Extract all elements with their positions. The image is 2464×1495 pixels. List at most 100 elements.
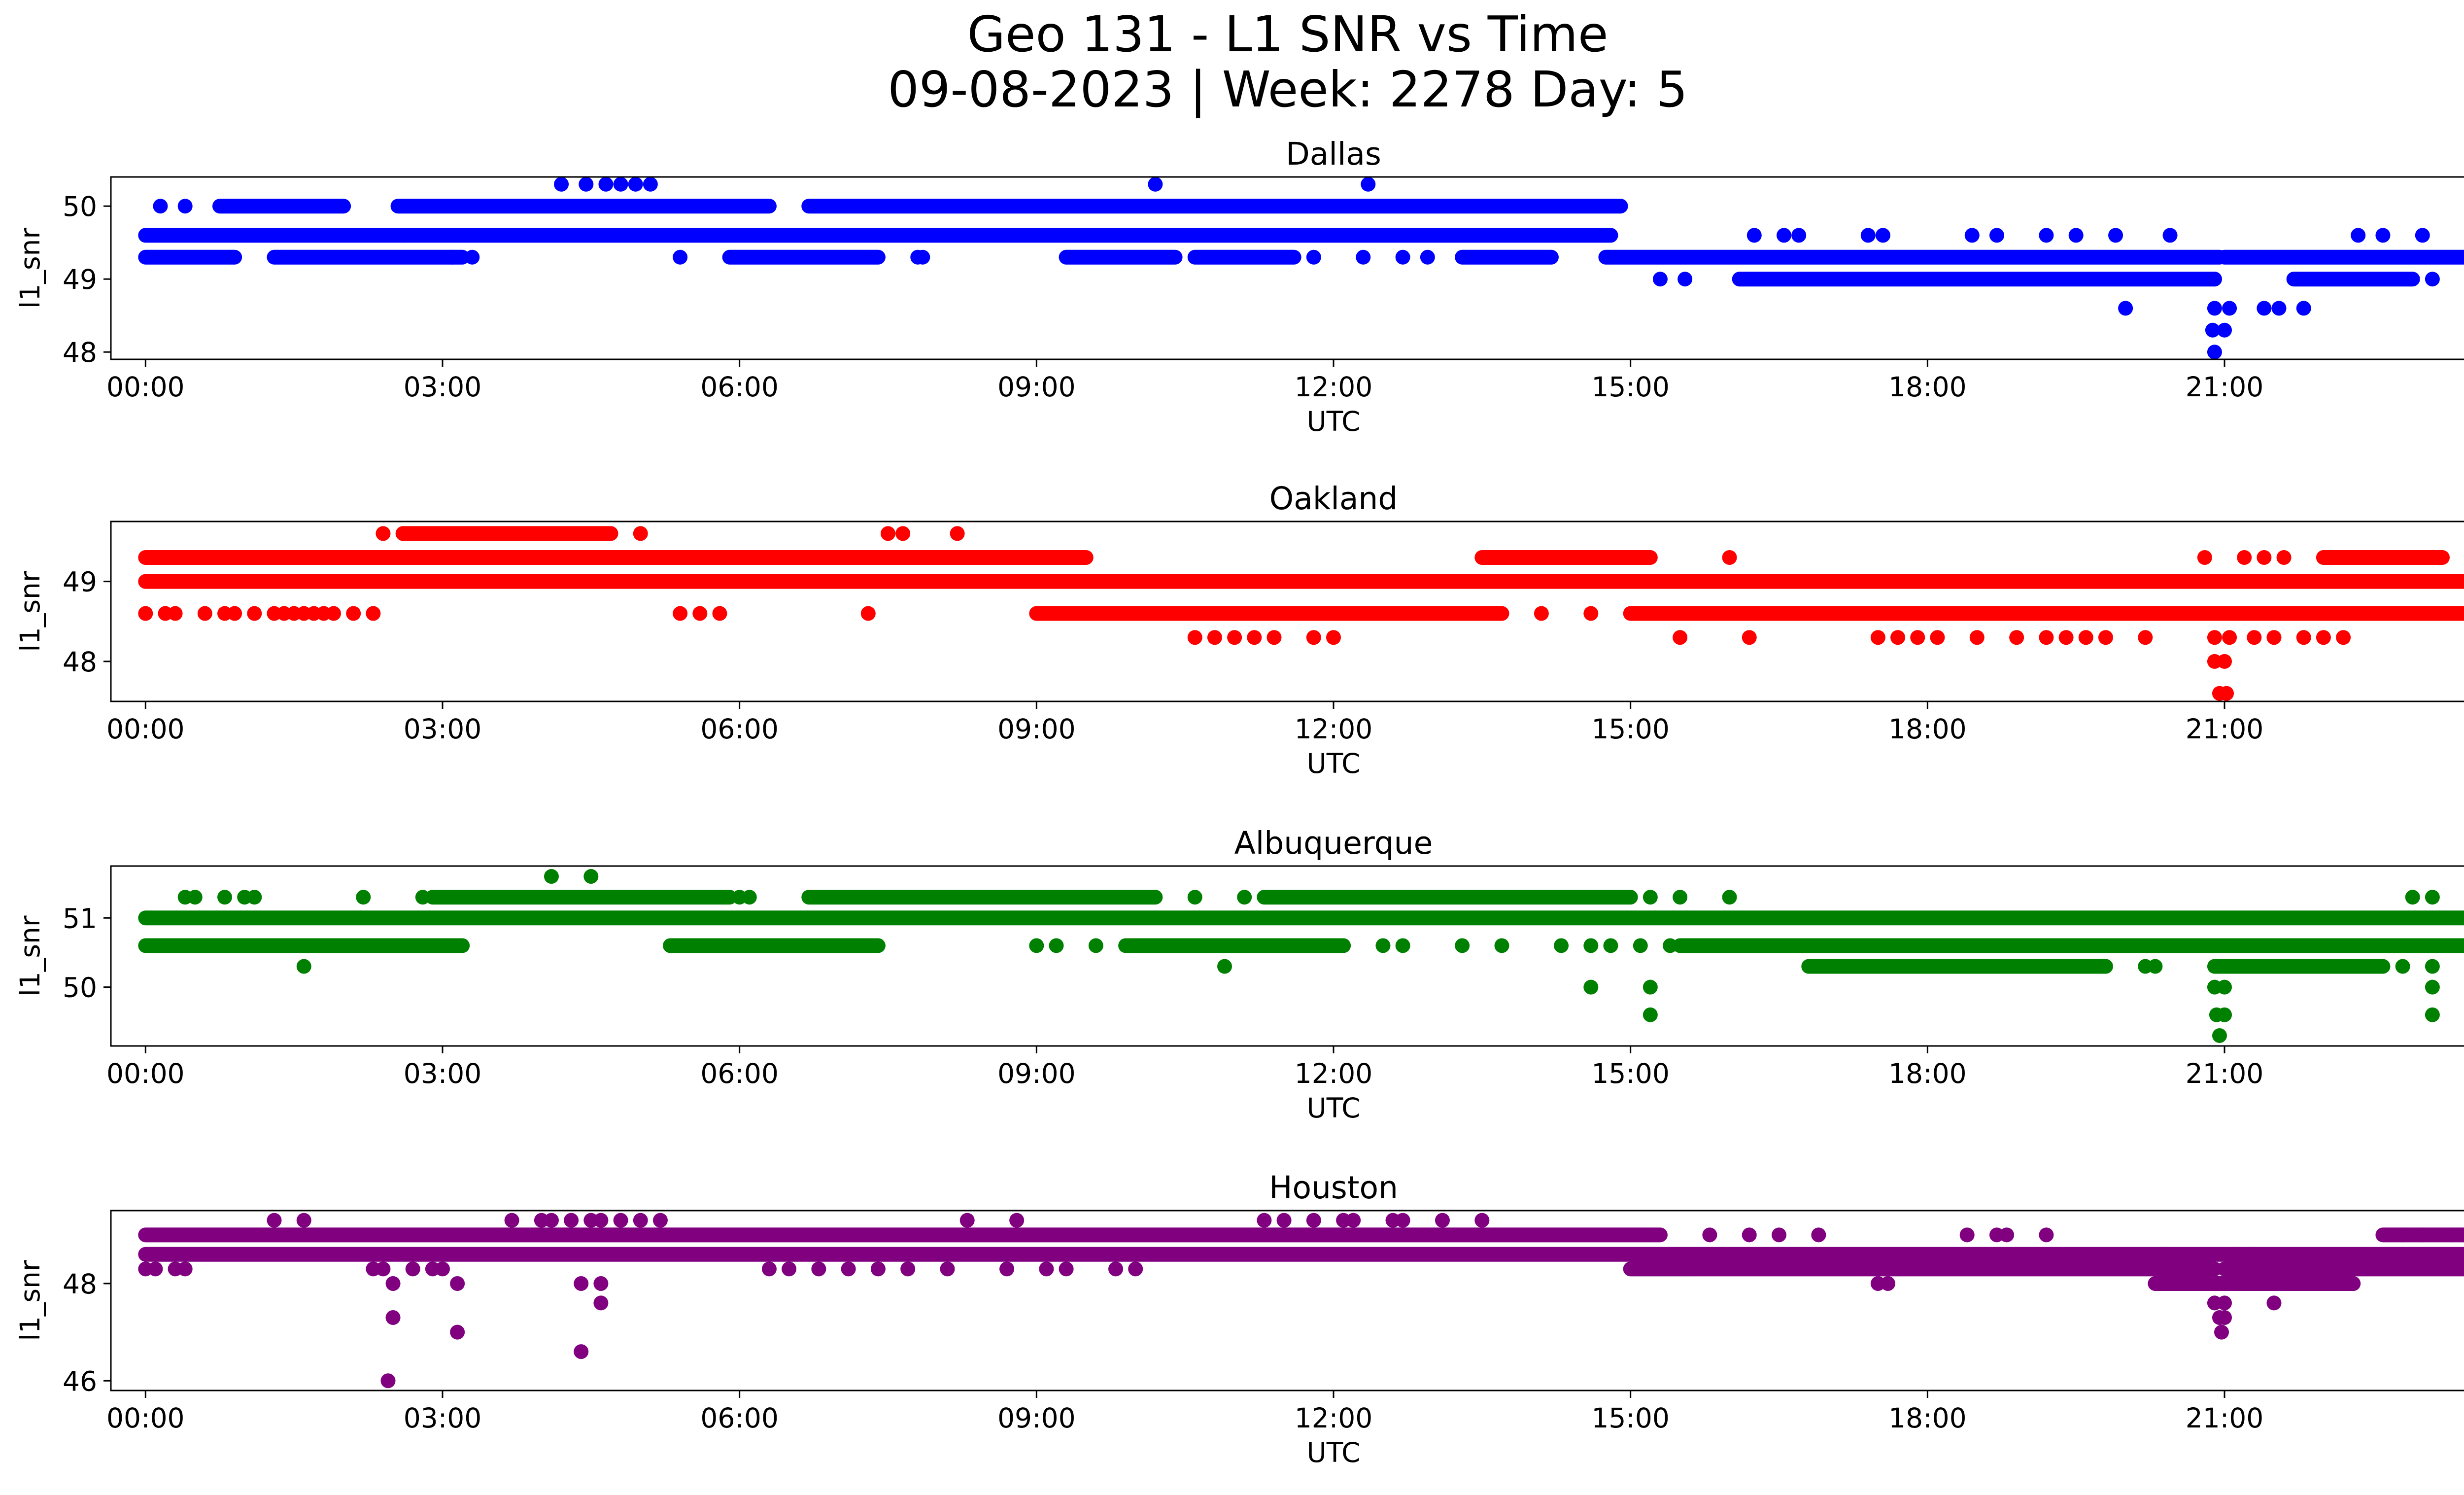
panel-4-xtick-label: 06:00 — [700, 1402, 779, 1434]
panel-4-xtick-label: 09:00 — [997, 1402, 1076, 1434]
panel-1-point-3 — [445, 249, 460, 265]
panel-2-point-58 — [2316, 630, 2331, 645]
panel-4-point-31 — [811, 1261, 826, 1277]
panel-4-point-10 — [435, 1261, 450, 1277]
panel-4-point-3 — [177, 1261, 193, 1277]
panel-1-ylabel: l1_snr — [14, 228, 46, 309]
panel-3-point-42 — [2425, 979, 2440, 995]
panel-2-point-29 — [1266, 630, 1282, 645]
panel-2-point-34 — [1673, 630, 1688, 645]
panel-2-ytick-label: 48 — [63, 646, 97, 678]
panel-3-point-17 — [1029, 938, 1044, 953]
panel-3-point-16 — [1722, 890, 1737, 905]
panel-2-point-18 — [880, 526, 895, 541]
panel-2-point-46 — [2098, 630, 2113, 645]
panel-1-point-22 — [1746, 228, 1762, 243]
panel-4-point-45 — [1306, 1213, 1321, 1228]
panel-4-point-30 — [782, 1261, 797, 1277]
panel-4-point-61 — [2039, 1227, 2054, 1243]
panel-4-xtick-label: 15:00 — [1591, 1402, 1670, 1434]
panel-1-point-33 — [2207, 272, 2222, 287]
panel-3-point-14 — [1643, 890, 1658, 905]
panel-4-point-63 — [2167, 1261, 2183, 1277]
panel-4-point-18 — [544, 1213, 559, 1228]
panel-1-point-9 — [613, 177, 628, 192]
panel-4-point-55 — [1811, 1227, 1826, 1243]
panel-4-point-57 — [1880, 1276, 1895, 1291]
panel-2-point-45 — [2078, 630, 2093, 645]
panel-2-point-30 — [1306, 630, 1321, 645]
panel-4-point-4 — [267, 1213, 282, 1228]
panel-4-point-35 — [940, 1261, 955, 1277]
panel-3-point-2 — [217, 890, 233, 905]
panel-1-point-13 — [915, 249, 930, 265]
panel-3-point-24 — [1494, 938, 1509, 953]
panel-3-point-6 — [415, 890, 430, 905]
panel-4-point-16 — [504, 1213, 519, 1228]
figure-subtitle: 09-08-2023 | Week: 2278 Day: 5 — [888, 61, 1688, 118]
panel-4-point-71 — [2346, 1276, 2361, 1291]
panel-2-point-36 — [1742, 630, 1757, 645]
panel-1-xtick-label: 03:00 — [404, 371, 482, 403]
panel-3-point-45 — [2425, 890, 2440, 905]
panel-2-point-22 — [692, 606, 708, 621]
panel-4-point-67 — [2217, 1310, 2232, 1325]
panel-3-point-38 — [2217, 979, 2232, 995]
panel-4-point-26 — [593, 1276, 609, 1291]
panel-1-point-48 — [2415, 228, 2430, 243]
panel-3-point-29 — [1663, 938, 1678, 953]
panel-3-point-34 — [2148, 959, 2163, 974]
panel-3-xtick-label: 18:00 — [1888, 1058, 1967, 1089]
panel-2-point-39 — [1910, 630, 1925, 645]
panel-3-xtick-label: 03:00 — [404, 1058, 482, 1089]
panel-4-point-29 — [761, 1261, 777, 1277]
panel-3-point-35 — [2395, 959, 2410, 974]
panel-4-point-22 — [613, 1213, 628, 1228]
panel-4-point-51 — [1474, 1213, 1490, 1228]
panel-3-xtick-label: 12:00 — [1295, 1058, 1373, 1089]
panel-1-point-28 — [1989, 228, 2004, 243]
panel-2-point-17 — [633, 526, 648, 541]
panel-1-title: Dallas — [1286, 136, 1381, 172]
panel-3-ytick-label: 51 — [63, 903, 97, 934]
panel-4-point-52 — [1702, 1227, 1717, 1243]
panel-4-point-14 — [450, 1276, 465, 1291]
panel-3-point-13 — [1237, 890, 1252, 905]
panel-1-point-37 — [2118, 301, 2133, 316]
panel-2-point-50 — [2257, 550, 2272, 565]
panel-4-xtick-label: 12:00 — [1295, 1402, 1373, 1434]
panel-4-point-72 — [2395, 1227, 2410, 1243]
panel-1-ytick-label: 50 — [63, 191, 97, 222]
panel-4-point-11 — [385, 1276, 401, 1291]
panel-3-point-11 — [742, 890, 757, 905]
panel-1-point-18 — [1395, 249, 1410, 265]
panel-2-xtick-label: 21:00 — [2186, 713, 2264, 745]
panel-1-point-11 — [643, 177, 658, 192]
panel-4-point-44 — [1276, 1213, 1292, 1228]
panel-2-ytick-label: 49 — [63, 566, 97, 598]
panel-4-point-60 — [1999, 1227, 2015, 1243]
panel-4-title: Houston — [1269, 1170, 1398, 1206]
panel-2-point-23 — [712, 606, 727, 621]
panel-2-point-54 — [2222, 630, 2237, 645]
panel-2-point-21 — [673, 606, 688, 621]
panel-2-point-32 — [1534, 606, 1549, 621]
panel-4-point-37 — [1009, 1213, 1025, 1228]
panel-2-point-41 — [1969, 630, 1985, 645]
panel-1-point-38 — [2207, 301, 2222, 316]
panel-3-point-21 — [1375, 938, 1391, 953]
panel-3-point-4 — [247, 890, 262, 905]
panel-1-point-39 — [2222, 301, 2237, 316]
panel-4-point-70 — [2316, 1276, 2331, 1291]
panel-2-point-43 — [2039, 630, 2054, 645]
panel-3-point-7 — [296, 959, 311, 974]
panel-1-point-19 — [1420, 249, 1435, 265]
panel-3-point-31 — [1643, 979, 1658, 995]
panel-2-point-56 — [2266, 630, 2282, 645]
panel-3-point-9 — [583, 869, 599, 884]
panel-2-point-37 — [1870, 630, 1885, 645]
panel-4-point-38 — [999, 1261, 1015, 1277]
panel-4-point-19 — [564, 1213, 579, 1228]
panel-1-point-20 — [1652, 272, 1668, 287]
